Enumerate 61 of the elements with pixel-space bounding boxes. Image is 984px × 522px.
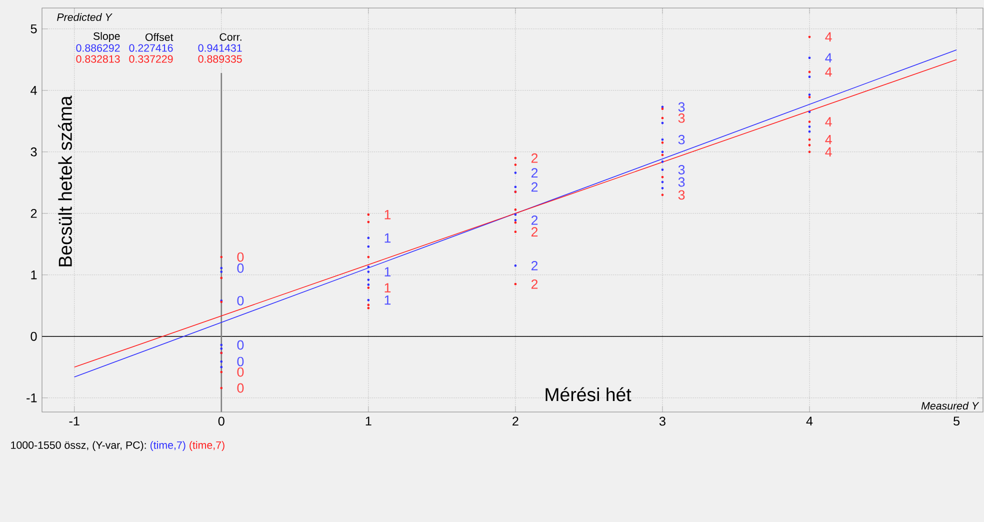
annotation: 2	[531, 153, 538, 163]
annotation: 0	[237, 383, 244, 393]
y-tick-label: -1	[26, 393, 37, 402]
text: (time,7)	[150, 441, 186, 451]
x-tick-label: 0	[218, 416, 224, 426]
annotation: 0	[237, 263, 244, 273]
annotation: Corr.	[220, 33, 242, 41]
text: (time,7)	[190, 441, 224, 451]
annotation: 2	[531, 168, 538, 178]
annotation: 3	[678, 190, 685, 200]
annotation: 2	[531, 216, 538, 225]
annotation: Slope	[93, 32, 120, 42]
y-tick-label: 5	[30, 24, 37, 34]
x-tick-label: 1	[366, 416, 372, 426]
annotation: 3	[678, 134, 685, 144]
annotation: 1	[384, 233, 391, 243]
x-tick-label: -1	[69, 416, 80, 426]
annotation: 4	[825, 53, 832, 62]
y-tick-label: 1	[31, 270, 37, 280]
annotation: 4	[825, 67, 832, 77]
annotation: 0.886292	[76, 44, 120, 52]
annotation: 4	[825, 32, 832, 42]
annotation: 2	[531, 227, 538, 236]
annotation: 0	[237, 356, 244, 366]
annotation: 1	[384, 283, 391, 292]
annotation: 2	[531, 279, 538, 289]
annotation: 0.832813	[76, 55, 120, 63]
y-axis-title: Becsült hetek száma	[58, 96, 72, 266]
annotation: Measured Y	[921, 402, 980, 410]
text: 1000-1550 össz, (Y-var, PC):	[11, 441, 146, 451]
annotation: 0.889335	[198, 55, 242, 63]
annotation: 0	[237, 296, 244, 306]
annotation: 2	[531, 261, 538, 270]
annotation: 0	[237, 252, 244, 262]
annotation: 1	[384, 267, 391, 276]
annotation: 3	[678, 177, 685, 187]
annotation: 0.941431	[198, 44, 242, 52]
annotation: 4	[825, 147, 832, 156]
annotation: 1	[384, 295, 391, 305]
annotation: 1	[384, 210, 391, 220]
annotation: 3	[678, 165, 685, 174]
y-tick-label: 0	[30, 332, 37, 341]
annotation: 0.337229	[129, 55, 173, 63]
annotation: 4	[825, 117, 832, 126]
x-tick-label: 5	[954, 416, 960, 426]
annotation: Predicted Y	[57, 13, 112, 21]
annotation: Offset	[146, 33, 174, 41]
x-tick-label: 2	[512, 416, 518, 426]
annotation: 0.227416	[129, 44, 173, 52]
y-tick-label: 2	[30, 208, 37, 218]
annotation: 2	[531, 182, 538, 192]
annotation: 3	[678, 113, 685, 123]
annotation: 0	[237, 367, 244, 377]
x-tick-label: 4	[806, 416, 813, 426]
x-tick-label: 3	[659, 416, 666, 426]
annotation: 3	[678, 102, 685, 112]
annotation: 0	[237, 340, 244, 350]
annotation: 4	[825, 135, 832, 144]
x-axis-title: Mérési hét	[546, 387, 632, 402]
y-tick-label: 3	[30, 147, 37, 156]
y-tick-label: 4	[30, 86, 37, 95]
